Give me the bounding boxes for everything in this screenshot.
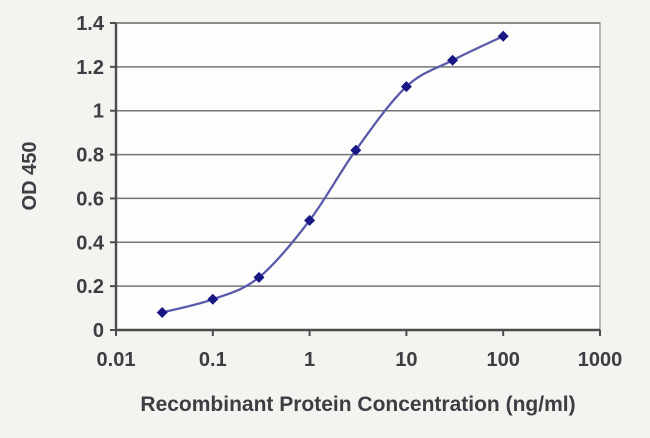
- data-point-marker: [400, 81, 412, 93]
- data-point-marker: [156, 306, 168, 319]
- y-tick-label: 0.8: [76, 145, 104, 167]
- data-point-marker: [253, 271, 265, 283]
- x-axis-label: Recombinant Protein Concentration (ng/ml…: [140, 393, 575, 416]
- x-tick-label: 1: [304, 349, 315, 371]
- x-tick-label: 100: [487, 349, 520, 371]
- x-tick-label: 0.01: [97, 349, 136, 371]
- y-tick-label: 1.2: [76, 57, 104, 79]
- y-tick-label: 1: [93, 101, 104, 123]
- x-tick-label: 0.1: [199, 349, 227, 371]
- y-tick-label: 0.4: [76, 232, 105, 254]
- y-tick-label: 0: [93, 320, 104, 342]
- data-point-marker: [207, 293, 219, 305]
- data-point-marker: [447, 54, 459, 66]
- data-point-marker: [497, 30, 509, 42]
- data-point-marker: [304, 214, 316, 226]
- y-axis-label: OD 450: [19, 142, 41, 211]
- x-tick-label: 10: [395, 349, 417, 371]
- plot-area: [115, 22, 601, 331]
- series-line: [161, 35, 504, 314]
- data-point-marker: [350, 144, 362, 156]
- y-tick-label: 0.2: [76, 276, 104, 298]
- y-tick-label: 0.6: [76, 188, 104, 210]
- x-tick-label: 1000: [578, 349, 623, 371]
- chart-generated-layer: 0 0.2 0.4 0.6 0.8 1 1.2 1.4 0.01 0.1 1 10 100 1000: [76, 13, 622, 371]
- y-tick-label: 1.4: [76, 13, 105, 35]
